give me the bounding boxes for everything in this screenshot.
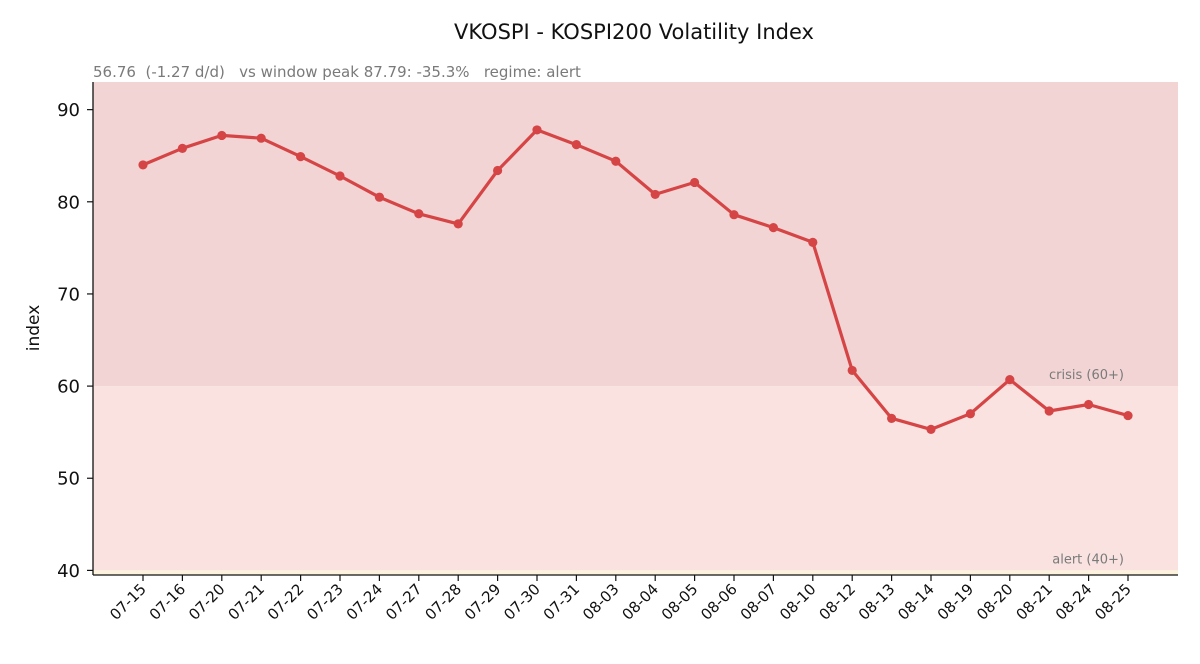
data-point xyxy=(177,143,187,153)
chart-title: VKOSPI - KOSPI200 Volatility Index xyxy=(454,20,814,44)
x-tick-label: 07-20 xyxy=(185,580,229,624)
data-point xyxy=(887,413,897,423)
x-tick-label: 08-13 xyxy=(855,580,899,624)
x-tick-label: 08-06 xyxy=(697,580,741,624)
data-point xyxy=(926,424,936,435)
regime-band xyxy=(93,386,1178,571)
x-tick-label: 07-29 xyxy=(461,580,505,624)
x-tick-label: 08-03 xyxy=(579,580,623,624)
regime-band-label: crisis (60+) xyxy=(1049,368,1124,383)
regime-band xyxy=(93,82,1178,387)
x-tick-label: 07-23 xyxy=(303,580,347,624)
data-point xyxy=(1084,399,1094,410)
y-axis-label: index xyxy=(24,305,44,352)
x-tick-label: 08-05 xyxy=(658,580,702,624)
chart-subtitle: 56.76 (-1.27 d/d) vs window peak 87.79: … xyxy=(93,63,581,81)
y-tick-label: 70 xyxy=(57,284,80,305)
data-point xyxy=(414,209,424,219)
data-point xyxy=(965,409,976,419)
data-point xyxy=(335,171,345,181)
x-tick-label: 08-07 xyxy=(737,580,781,624)
x-tick-label: 08-14 xyxy=(894,580,938,624)
x-tick-label: 07-27 xyxy=(382,580,426,624)
x-tick-label: 08-24 xyxy=(1052,580,1096,624)
x-tick-label: 07-30 xyxy=(500,580,544,624)
series-points xyxy=(138,125,1133,435)
y-tick-label: 40 xyxy=(57,561,80,582)
data-point xyxy=(1123,410,1133,421)
x-ticks: 07-1507-1607-2007-2107-2207-2307-2407-27… xyxy=(106,575,1135,624)
x-tick-label: 08-25 xyxy=(1091,580,1135,624)
data-point xyxy=(138,160,148,170)
series-line xyxy=(141,128,1130,431)
data-point xyxy=(296,152,306,162)
x-tick-label: 07-24 xyxy=(343,580,387,624)
regime-band-labels: crisis (60+) alert (40+) xyxy=(1049,368,1124,567)
data-point xyxy=(1005,375,1015,385)
data-point xyxy=(374,192,384,202)
data-point xyxy=(611,156,621,166)
x-tick-label: 07-21 xyxy=(224,580,268,624)
data-point xyxy=(217,130,227,141)
data-point xyxy=(256,133,266,143)
x-tick-label: 08-21 xyxy=(1012,580,1056,624)
data-point xyxy=(808,237,818,247)
x-tick-label: 07-22 xyxy=(264,580,308,624)
data-point xyxy=(690,177,700,188)
x-tick-label: 08-04 xyxy=(618,580,662,624)
x-tick-label: 08-19 xyxy=(934,580,978,624)
regime-band xyxy=(93,570,1178,575)
x-tick-label: 08-10 xyxy=(776,580,820,624)
x-tick-label: 07-28 xyxy=(421,580,465,624)
data-point xyxy=(768,222,779,233)
data-point xyxy=(571,140,582,150)
y-tick-label: 50 xyxy=(57,469,80,490)
y-tick-label: 80 xyxy=(57,192,80,213)
data-point xyxy=(493,165,503,176)
axes xyxy=(92,82,1178,576)
y-tick-label: 90 xyxy=(57,100,80,121)
data-point xyxy=(650,189,660,200)
y-ticks: 40 50 60 70 80 90 xyxy=(57,100,93,582)
x-tick-label: 07-15 xyxy=(106,580,150,624)
series-line xyxy=(141,128,1130,431)
data-point xyxy=(1044,406,1054,416)
data-point xyxy=(532,125,542,135)
regime-band-label: alert (40+) xyxy=(1052,552,1124,567)
y-tick-label: 60 xyxy=(57,377,80,398)
data-point xyxy=(729,210,739,220)
data-point xyxy=(453,219,463,229)
data-point xyxy=(847,365,857,376)
regime-bands xyxy=(93,82,1178,575)
x-tick-label: 08-20 xyxy=(973,580,1017,624)
x-tick-label: 08-12 xyxy=(815,580,859,624)
x-tick-label: 07-31 xyxy=(540,580,584,624)
x-tick-label: 07-16 xyxy=(146,580,190,624)
